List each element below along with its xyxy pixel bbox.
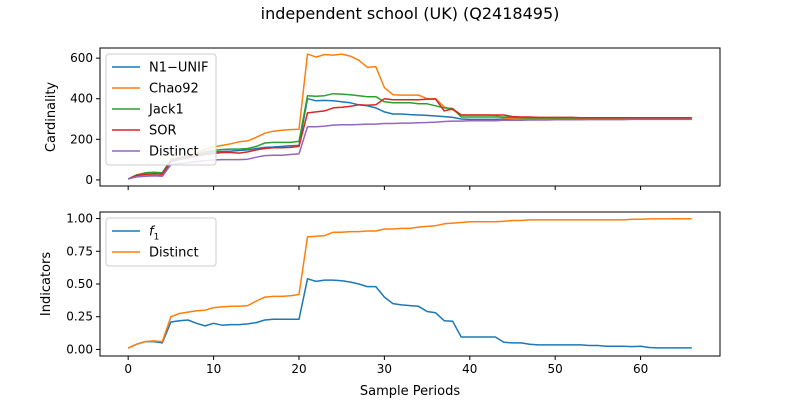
y-tick-label: 1.00 xyxy=(66,212,93,226)
x-tick-label: 0 xyxy=(124,362,132,376)
indicators-y-axis-label: Indicators xyxy=(39,252,54,316)
series-line-sor xyxy=(127,97,692,180)
series-line-distinct xyxy=(128,118,692,180)
x-tick-label: 40 xyxy=(462,362,477,376)
legend-label-n1-unif: N1−UNIF xyxy=(149,61,208,76)
y-tick-label: 400 xyxy=(70,92,93,106)
x-tick-label: 50 xyxy=(548,362,563,376)
cardinality-legend: N1−UNIF Chao92 Jack1 SOR Distinct xyxy=(105,53,217,166)
legend-label-sor: SOR xyxy=(149,124,177,139)
legend-label-chao92: Chao92 xyxy=(149,82,199,97)
indicators-legend: f1 Distinct xyxy=(105,217,217,267)
cardinality-y-axis-label: Cardinality xyxy=(44,82,59,153)
x-tick-label: 30 xyxy=(377,362,392,376)
indicators-axis-ticks: 0 10 20 30 40 50 60 0.00 0.25 0.50 0.75 1.00 xyxy=(66,212,648,376)
legend-label-f1: f1 xyxy=(149,225,159,243)
series-line-distinct xyxy=(127,218,692,349)
indicators-legend-box xyxy=(105,217,217,267)
y-tick-label: 600 xyxy=(70,51,93,65)
legend-label-subscript: 1 xyxy=(154,233,160,243)
x-axis-label: Sample Periods xyxy=(360,384,460,399)
y-tick-label: 0.50 xyxy=(66,277,93,291)
indicators-panel: 0 10 20 30 40 50 60 0.00 0.25 0.50 0.75 1.00 Indica… xyxy=(39,211,721,399)
y-tick-label: 200 xyxy=(70,132,93,146)
x-tick-label: 10 xyxy=(206,362,221,376)
y-tick-label: 0.75 xyxy=(66,244,93,258)
cardinality-axis-ticks: 0 200 400 600 xyxy=(70,51,642,190)
y-tick-label: 0.00 xyxy=(66,342,93,356)
cardinality-plot-lines xyxy=(127,53,692,180)
cardinality-panel: 0 200 400 600 Cardinality N1−UNIF Chao92 Jack… xyxy=(44,47,721,190)
figure-title: independent school (UK) (Q2418495) xyxy=(261,4,560,23)
legend-label-jack1: Jack1 xyxy=(148,103,184,118)
x-tick-label: 60 xyxy=(633,362,648,376)
y-tick-label: 0.25 xyxy=(66,310,93,324)
x-tick-label: 20 xyxy=(291,362,306,376)
y-tick-label: 0 xyxy=(85,173,93,187)
legend-label-distinct: Distinct xyxy=(149,145,199,160)
cardinality-legend-box xyxy=(105,53,217,166)
indicators-plot-lines xyxy=(127,218,692,349)
legend-label-distinct: Distinct xyxy=(149,246,199,261)
series-line-f1 xyxy=(127,278,692,349)
cardinality-plot-frame xyxy=(99,47,721,187)
